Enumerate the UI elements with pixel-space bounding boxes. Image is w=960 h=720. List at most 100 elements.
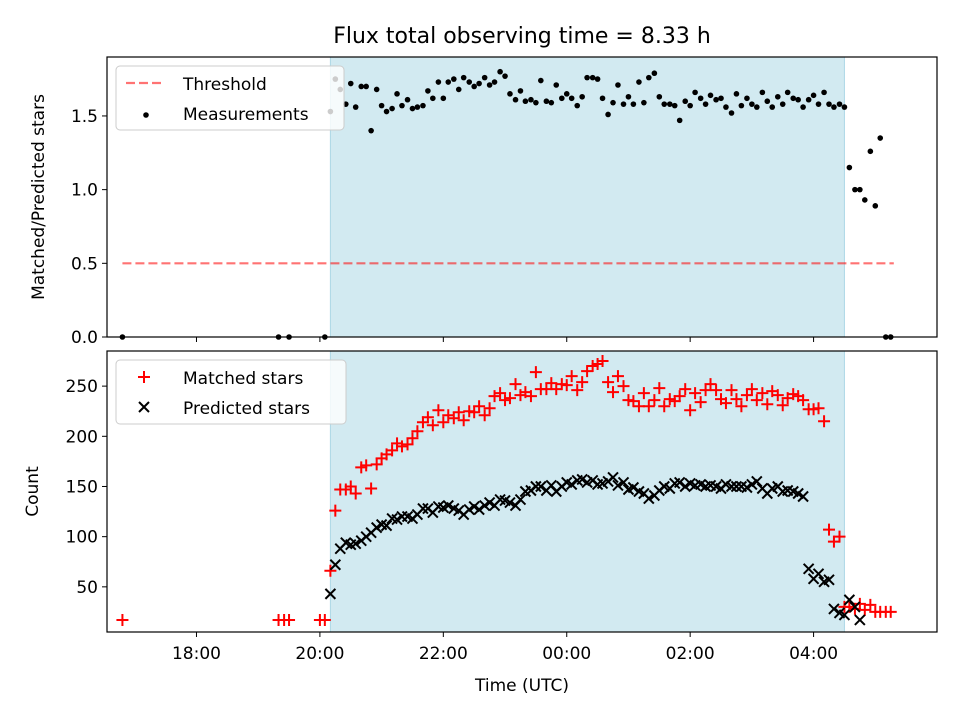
measurement-point — [579, 93, 585, 100]
matched-star-marker — [884, 605, 897, 618]
x-tick-label: 02:00 — [666, 644, 715, 664]
matched-star-marker — [478, 409, 491, 422]
matched-star-marker — [818, 415, 831, 428]
matched-star-marker — [468, 406, 481, 419]
measurement-point — [646, 74, 652, 81]
matched-star-marker — [411, 425, 424, 438]
bottom-panel: 50 100 150 200 250 18:00 20:00 22:00 00:00 02:00 0… — [23, 350, 938, 696]
matched-star-marker — [776, 399, 789, 412]
matched-star-marker — [627, 395, 640, 408]
measurement-point — [409, 105, 416, 112]
y-tick-label: 250 — [66, 377, 98, 397]
measurement-point — [620, 101, 627, 107]
measurement-point — [671, 102, 678, 109]
matched-star-marker — [483, 402, 496, 415]
measurement-point — [574, 102, 581, 109]
measurement-point — [589, 74, 596, 81]
measurement-point — [630, 101, 637, 107]
measurement-point — [584, 74, 590, 81]
measurement-point — [559, 95, 565, 102]
matched-star-marker — [704, 378, 717, 391]
measurement-point — [610, 99, 616, 106]
matched-star-marker — [602, 376, 615, 389]
matched-star-marker — [823, 523, 836, 536]
measurement-point — [553, 82, 560, 88]
observing-window-shade — [329, 56, 845, 338]
matched-star-marker — [858, 603, 871, 616]
matched-star-marker — [395, 440, 408, 453]
y-tick-label: 150 — [66, 477, 98, 497]
predicted-star-marker — [612, 479, 624, 492]
measurement-point — [389, 105, 395, 112]
measurement-point — [697, 95, 704, 102]
matched-star-marker — [329, 504, 342, 517]
measurement-point — [795, 96, 801, 103]
measurement-point — [476, 80, 482, 87]
measurement-point — [543, 98, 550, 105]
matched-star-marker — [457, 414, 470, 427]
measurement-point — [738, 102, 745, 109]
x-tick-label: 22:00 — [419, 644, 468, 664]
matched-star-marker — [432, 404, 445, 417]
predicted-star-marker — [751, 475, 763, 488]
y-tick-label: 0.0 — [71, 328, 98, 348]
measurement-point — [528, 96, 534, 103]
measurement-point — [502, 73, 508, 79]
predicted-star-marker — [442, 499, 454, 512]
legend-predicted-swatch — [138, 401, 150, 413]
matched-star-marker — [571, 384, 584, 397]
measurement-point — [846, 164, 853, 171]
x-tick-label: 20:00 — [295, 644, 344, 664]
predicted-star-marker — [380, 519, 393, 532]
predicted-star-marker — [417, 502, 429, 515]
measurement-point — [852, 186, 858, 193]
measurement-point — [507, 91, 513, 97]
predicted-star-marker — [627, 481, 640, 494]
predicted-star-marker — [802, 563, 815, 575]
predicted-star-marker — [565, 478, 578, 491]
matched-star-marker — [797, 394, 810, 407]
matched-star-marker — [771, 389, 784, 402]
x-tick-label: 18:00 — [172, 644, 221, 664]
predicted-star-marker — [324, 588, 337, 600]
measurement-point — [615, 82, 621, 88]
measurement-point — [548, 99, 555, 106]
measurement-point — [861, 197, 868, 203]
predicted-star-marker — [607, 471, 619, 484]
measurement-point — [605, 111, 611, 118]
legend-label: Measurements — [183, 105, 309, 125]
measurement-point — [491, 79, 498, 85]
predicted-star-marker — [849, 601, 861, 613]
matched-star-marker — [581, 365, 594, 378]
measurement-point — [759, 89, 766, 96]
matched-star-marker — [365, 482, 378, 495]
measurement-point — [497, 68, 503, 75]
matched-star-marker — [529, 366, 542, 379]
measurement-point — [363, 83, 369, 90]
legend: Matched stars Predicted stars — [115, 359, 347, 425]
y-axis-label: Matched/Predicted stars — [29, 94, 49, 300]
measurement-point — [486, 82, 493, 88]
measurement-point — [451, 76, 457, 82]
matched-star-marker — [550, 383, 563, 396]
measurement-point — [821, 89, 827, 96]
matched-star-marker — [699, 384, 712, 397]
matched-star-marker — [349, 487, 362, 500]
predicted-star-marker — [349, 537, 362, 550]
matched-star-marker — [560, 379, 573, 392]
matched-star-marker — [745, 383, 758, 396]
legend-matched-swatch — [138, 371, 150, 383]
matched-star-marker — [360, 459, 373, 472]
measurement-point — [723, 104, 729, 110]
measurement-point — [394, 91, 400, 97]
legend-box — [115, 359, 347, 425]
measurement-point — [430, 95, 436, 102]
matched-star-marker — [642, 400, 655, 413]
predicted-star-marker — [514, 493, 527, 506]
measurement-point — [815, 101, 822, 107]
measurement-point — [352, 104, 359, 110]
measurement-point — [841, 104, 848, 110]
measurement-point — [744, 95, 750, 102]
predicted-star-marker — [504, 496, 516, 509]
matched-star-marker — [827, 535, 840, 548]
